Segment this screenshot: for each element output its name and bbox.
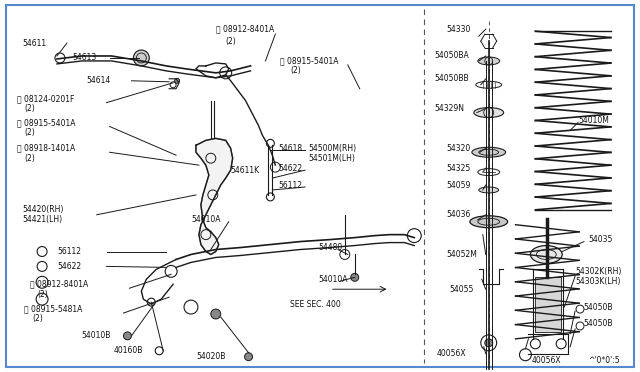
Text: 54303K(LH): 54303K(LH) <box>575 277 620 286</box>
Text: 54059: 54059 <box>446 180 470 189</box>
Text: (2): (2) <box>32 314 43 324</box>
Circle shape <box>244 353 253 361</box>
Text: 54618: 54618 <box>278 144 303 153</box>
Text: 54052M: 54052M <box>446 250 477 259</box>
Text: SEE SEC. 400: SEE SEC. 400 <box>290 299 341 309</box>
Text: 40056X: 40056X <box>531 356 561 365</box>
Circle shape <box>211 309 221 319</box>
Text: 54622: 54622 <box>57 262 81 271</box>
Text: 40056X: 40056X <box>437 349 467 358</box>
Text: 40160B: 40160B <box>113 346 143 355</box>
Circle shape <box>484 339 493 347</box>
Text: Ⓦ 08915-5401A: Ⓦ 08915-5401A <box>17 118 76 127</box>
Text: 54020B: 54020B <box>196 352 225 361</box>
Text: 54622: 54622 <box>278 164 303 173</box>
Text: 54010M: 54010M <box>578 116 609 125</box>
Circle shape <box>175 78 180 83</box>
Ellipse shape <box>479 187 499 193</box>
Text: 54613: 54613 <box>72 54 96 62</box>
Circle shape <box>133 50 149 66</box>
Text: 54420(RH): 54420(RH) <box>22 205 63 214</box>
Text: Ⓑ 08124-0201F: Ⓑ 08124-0201F <box>17 94 75 103</box>
Text: 54036: 54036 <box>446 210 470 219</box>
Text: Ⓝ 08918-1401A: Ⓝ 08918-1401A <box>17 144 76 153</box>
Text: 56112: 56112 <box>57 247 81 256</box>
Text: 54611: 54611 <box>22 39 46 48</box>
Text: 54421(LH): 54421(LH) <box>22 215 62 224</box>
Text: 54050BB: 54050BB <box>434 74 468 83</box>
Text: 54325: 54325 <box>446 164 470 173</box>
Ellipse shape <box>472 147 506 157</box>
Ellipse shape <box>474 108 504 118</box>
Text: 54050B: 54050B <box>583 302 612 312</box>
Text: 54320: 54320 <box>446 144 470 153</box>
Text: 54614: 54614 <box>87 76 111 85</box>
Polygon shape <box>196 138 233 254</box>
Bar <box>536 277 561 332</box>
Text: 54050B: 54050B <box>583 320 612 328</box>
Text: (2): (2) <box>24 128 35 137</box>
Text: Ⓝ 08912-8401A: Ⓝ 08912-8401A <box>30 280 88 289</box>
Text: (2): (2) <box>24 104 35 113</box>
Text: 54330: 54330 <box>446 25 470 34</box>
Text: 54010A: 54010A <box>191 215 220 224</box>
Text: (2): (2) <box>226 36 236 46</box>
Text: (2): (2) <box>290 66 301 76</box>
Text: 54611K: 54611K <box>230 166 260 174</box>
Text: (2): (2) <box>37 290 48 299</box>
Circle shape <box>124 332 131 340</box>
Text: 54050BA: 54050BA <box>434 51 469 61</box>
Circle shape <box>351 273 358 281</box>
Text: 54010B: 54010B <box>82 331 111 340</box>
Text: (2): (2) <box>24 154 35 163</box>
Text: ^'0*0':5: ^'0*0':5 <box>588 356 620 365</box>
Text: 54010A: 54010A <box>318 275 348 284</box>
Text: 56112: 56112 <box>278 180 302 189</box>
Ellipse shape <box>531 246 562 263</box>
Ellipse shape <box>470 216 508 228</box>
Text: Ⓥ 08915-5401A: Ⓥ 08915-5401A <box>280 57 339 65</box>
Text: 54480: 54480 <box>318 243 342 252</box>
Text: 54329N: 54329N <box>434 104 464 113</box>
Text: 54500M(RH): 54500M(RH) <box>308 144 356 153</box>
Text: Ⓝ 08912-8401A: Ⓝ 08912-8401A <box>216 25 274 34</box>
Text: 54055: 54055 <box>449 285 474 294</box>
Text: 54035: 54035 <box>588 235 612 244</box>
Text: 54302K(RH): 54302K(RH) <box>575 267 621 276</box>
Text: Ⓦ 08915-5481A: Ⓦ 08915-5481A <box>24 305 83 314</box>
Text: 54501M(LH): 54501M(LH) <box>308 154 355 163</box>
Ellipse shape <box>478 57 500 65</box>
